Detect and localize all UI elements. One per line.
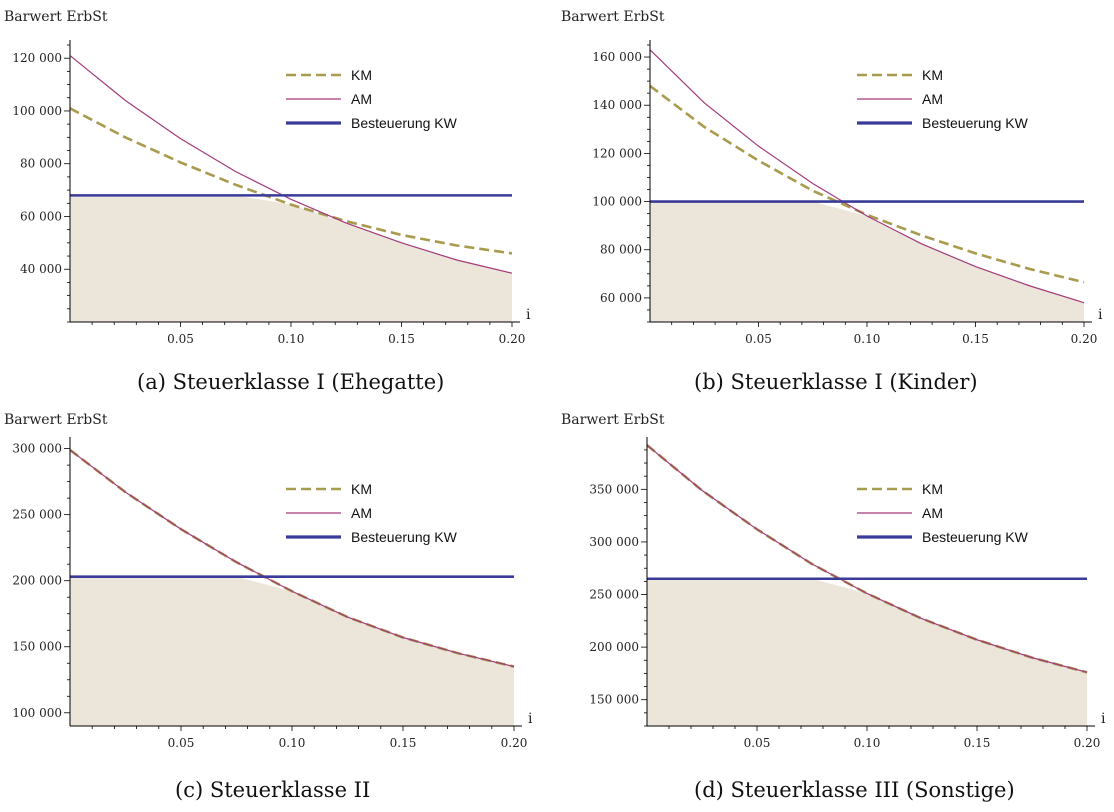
y-tick-label: 40 000 — [20, 262, 62, 276]
legend-label: KM — [922, 481, 943, 497]
chart-b-caption: (b) Steuerklasse I (Kinder) — [694, 370, 978, 394]
x-tick-label: 0.10 — [854, 332, 881, 346]
y-tick-label: 300 000 — [589, 535, 639, 549]
series-line-am — [649, 49, 1085, 304]
chart-c-svg: 0.05 0.10 0.15 0.20 100 000 150 000 200 000 250… — [4, 412, 533, 750]
x-tick-label: 0.05 — [744, 736, 771, 750]
x-tick-label: 0.20 — [501, 736, 528, 750]
y-tick-label: 250 000 — [589, 588, 639, 602]
legend-label: KM — [351, 67, 372, 83]
chart-a-caption: (a) Steuerklasse I (Ehegatte) — [137, 370, 445, 394]
legend-label: KM — [351, 481, 372, 497]
x-tick-label: 0.15 — [962, 332, 989, 346]
y-axis-title: Barwert ErbSt — [4, 9, 108, 25]
x-tick-label: 0.15 — [964, 736, 991, 750]
y-tick-label: 160 000 — [592, 50, 642, 64]
x-tick-label: 0.15 — [388, 332, 415, 346]
y-tick-label: 60 000 — [600, 291, 642, 305]
x-tick-label: 0.10 — [854, 736, 881, 750]
series-line-am — [646, 444, 1088, 673]
y-tick-label: 150 000 — [589, 693, 639, 707]
legend-label: AM — [351, 91, 372, 107]
y-tick-label: 350 000 — [589, 482, 639, 496]
x-tick-label: 0.20 — [1071, 332, 1098, 346]
x-tick-label: 0.15 — [390, 736, 417, 750]
chart-c-caption: (c) Steuerklasse II — [175, 778, 371, 802]
y-axis-title: Barwert ErbSt — [561, 412, 665, 428]
x-tick-label: 0.05 — [167, 332, 194, 346]
x-axis-title: i — [526, 307, 531, 323]
chart-b-svg: 0.05 0.10 0.15 0.20 60 000 80 000 100 000 120 0… — [561, 9, 1103, 346]
y-axis-title: Barwert ErbSt — [561, 9, 665, 25]
legend-label: Besteuerung KW — [922, 115, 1029, 131]
shaded-region — [70, 576, 514, 726]
x-axis-title: i — [1101, 711, 1106, 727]
x-tick-label: 0.20 — [1074, 736, 1101, 750]
y-tick-label: 80 000 — [600, 243, 642, 257]
series-line-km — [649, 84, 1085, 284]
chart-a-svg: 0.05 0.10 0.15 0.20 40 000 60 000 80 000 100 00… — [4, 9, 531, 346]
y-tick-label: 120 000 — [12, 51, 62, 65]
y-axis-title: Barwert ErbSt — [4, 412, 108, 428]
y-tick-label: 100 000 — [12, 104, 62, 118]
series-line-am — [69, 55, 513, 274]
y-tick-label: 60 000 — [20, 209, 62, 223]
shaded-region — [70, 195, 512, 322]
chart-d-svg: 0.05 0.10 0.15 0.20 150 000 200 000 250 000 300… — [561, 412, 1106, 750]
legend-label: Besteuerung KW — [351, 529, 458, 545]
y-tick-label: 100 000 — [592, 195, 642, 209]
legend-label: AM — [922, 505, 943, 521]
series-line-km — [69, 107, 513, 255]
x-tick-label: 0.10 — [279, 736, 306, 750]
y-tick-label: 250 000 — [12, 508, 62, 522]
x-tick-label: 0.10 — [278, 332, 305, 346]
x-tick-label: 0.20 — [499, 332, 526, 346]
shaded-region — [650, 201, 1084, 322]
chart-d-caption: (d) Steuerklasse III (Sonstige) — [694, 778, 1015, 802]
y-tick-label: 140 000 — [592, 98, 642, 112]
shaded-region — [647, 578, 1087, 726]
legend-label: KM — [922, 67, 943, 83]
y-tick-label: 120 000 — [592, 146, 642, 160]
y-tick-label: 80 000 — [20, 157, 62, 171]
y-tick-label: 100 000 — [12, 706, 62, 720]
legend-label: Besteuerung KW — [351, 115, 458, 131]
x-tick-label: 0.05 — [168, 736, 195, 750]
y-tick-label: 150 000 — [12, 640, 62, 654]
y-tick-label: 200 000 — [589, 640, 639, 654]
y-tick-label: 200 000 — [12, 574, 62, 588]
x-axis-title: i — [1098, 307, 1103, 323]
x-tick-label: 0.05 — [745, 332, 772, 346]
legend-label: AM — [351, 505, 372, 521]
legend-label: AM — [922, 91, 943, 107]
series-line-am — [69, 449, 515, 668]
y-tick-label: 300 000 — [12, 442, 62, 456]
legend-label: Besteuerung KW — [922, 529, 1029, 545]
x-axis-title: i — [528, 711, 533, 727]
